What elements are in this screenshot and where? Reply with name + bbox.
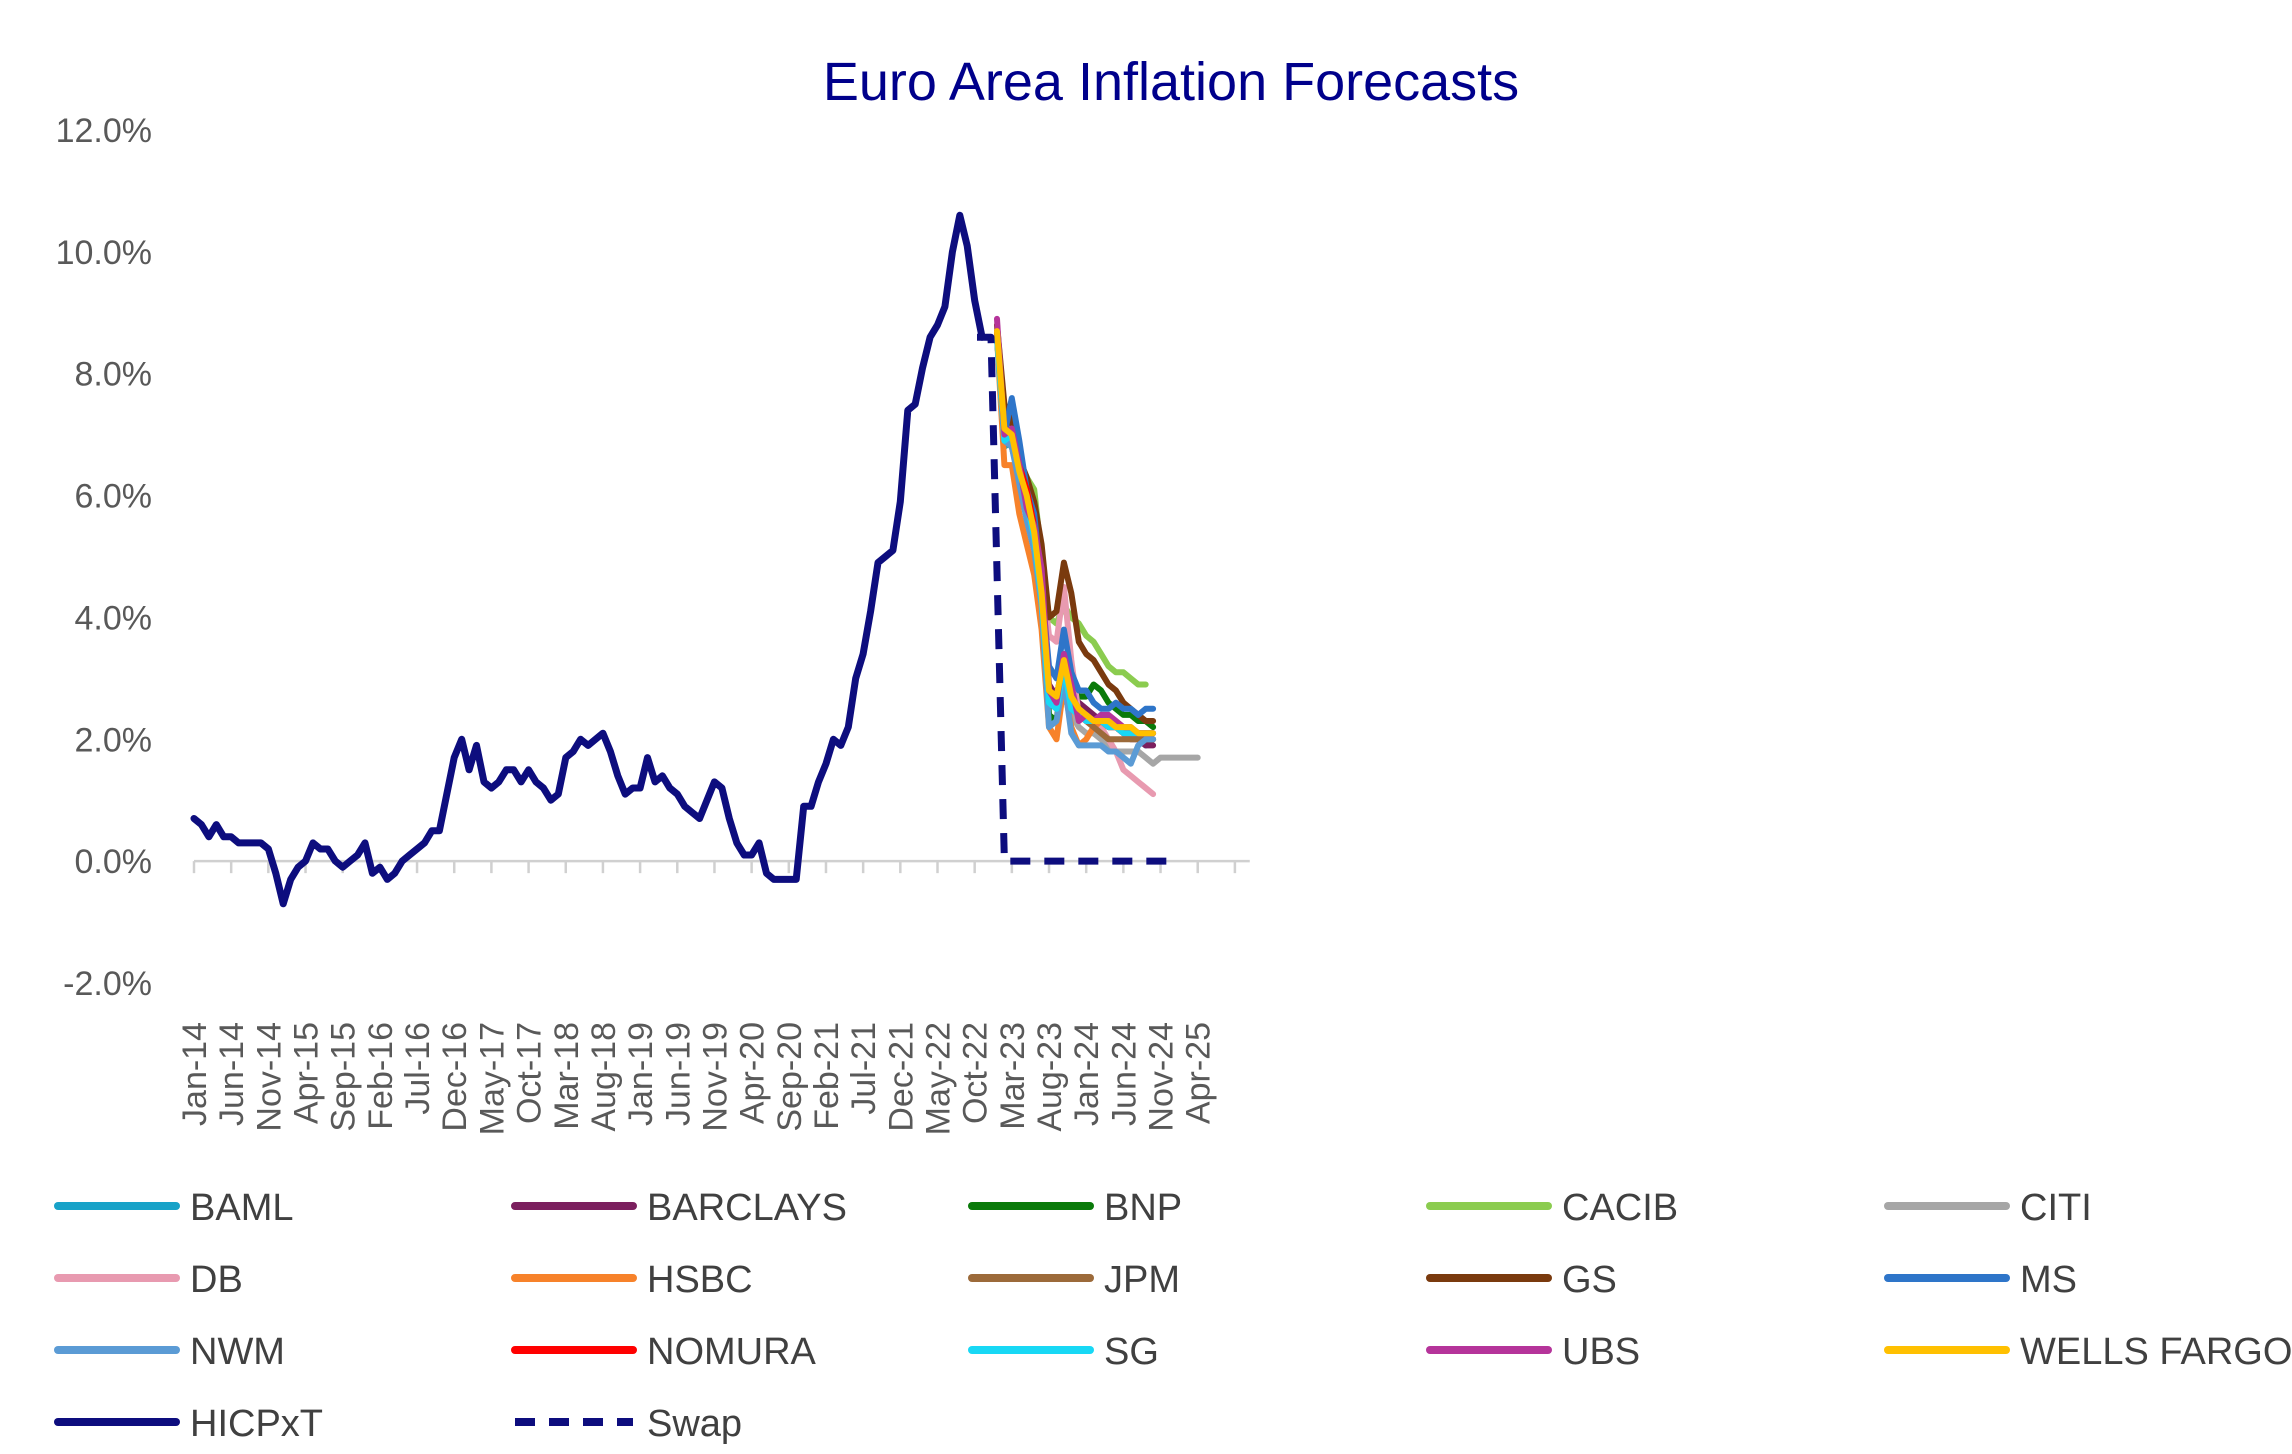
x-tick-label: May-22 (920, 1022, 958, 1135)
legend-label: BNP (1104, 1187, 1182, 1229)
legend-item-wells-fargo: WELLS FARGO (1884, 1331, 2292, 1373)
legend-item-baml: BAML (54, 1187, 293, 1229)
legend-label: NOMURA (647, 1331, 817, 1373)
legend: BAML BARCLAYS BNP CACIB CITI DB HSBC JPM GS MS NWM… (54, 1187, 2292, 1445)
y-tick-label: -2.0% (63, 965, 152, 1003)
x-tick-label: Apr-25 (1180, 1022, 1218, 1124)
x-tick-label: Feb-21 (808, 1022, 846, 1130)
legend-label: GS (1562, 1259, 1617, 1301)
legend-item-nomura: NOMURA (511, 1331, 817, 1373)
x-tick-label: Sep-20 (771, 1022, 809, 1132)
x-tick-label: Nov-14 (250, 1022, 288, 1132)
legend-label: DB (190, 1259, 243, 1301)
y-tick-label: 10.0% (56, 234, 152, 272)
x-tick-label: Aug-18 (585, 1022, 623, 1132)
x-tick-label: Oct-22 (957, 1022, 995, 1124)
legend-label: UBS (1562, 1331, 1640, 1373)
legend-item-hsbc: HSBC (511, 1259, 753, 1301)
x-tick-label: Sep-15 (325, 1022, 363, 1132)
legend-label: MS (2020, 1259, 2077, 1301)
x-tick-label: Jul-16 (399, 1022, 437, 1115)
x-tick-label: Mar-18 (548, 1022, 586, 1130)
x-tick-label: Jun-14 (213, 1022, 251, 1126)
y-tick-label: 12.0% (56, 112, 152, 150)
legend-item-barclays: BARCLAYS (511, 1187, 847, 1229)
x-tick-label: Mar-23 (994, 1022, 1032, 1130)
legend-item-sg: SG (968, 1331, 1159, 1373)
x-tick-label: Nov-19 (696, 1022, 734, 1132)
series-line-wells-fargo (994, 328, 1157, 737)
chart-title: Euro Area Inflation Forecasts (823, 52, 1519, 112)
x-tick-label: Apr-20 (734, 1022, 772, 1124)
legend-item-bnp: BNP (968, 1187, 1182, 1229)
x-tick-label: Jun-19 (659, 1022, 697, 1126)
legend-item-ms: MS (1884, 1259, 2077, 1301)
y-tick-label: 0.0% (75, 843, 153, 881)
legend-item-db: DB (54, 1259, 243, 1301)
series-lines (190, 211, 1201, 908)
legend-item-ubs: UBS (1426, 1331, 1640, 1373)
legend-item-gs: GS (1426, 1259, 1617, 1301)
legend-label: WELLS FARGO (2020, 1331, 2292, 1373)
x-tick-label: Dec-21 (882, 1022, 920, 1132)
x-tick-label: Jan-14 (176, 1022, 214, 1126)
legend-label: BAML (190, 1187, 293, 1229)
y-tick-label: 4.0% (75, 599, 153, 637)
legend-item-nwm: NWM (54, 1331, 285, 1373)
x-tick-label: Aug-23 (1031, 1022, 1069, 1132)
legend-label: CITI (2020, 1187, 2092, 1229)
y-axis: -2.0% 0.0% 2.0% 4.0% 6.0% 8.0% 10.0% 12.0% (56, 112, 152, 1003)
legend-item-cacib: CACIB (1426, 1187, 1678, 1229)
legend-item-swap: Swap (515, 1403, 742, 1445)
x-tick-label: Apr-15 (288, 1022, 326, 1124)
y-tick-label: 6.0% (75, 478, 153, 516)
legend-label: NWM (190, 1331, 285, 1373)
x-tick-label: Jan-19 (622, 1022, 660, 1126)
legend-label: Swap (647, 1403, 742, 1445)
x-tick-label: Feb-16 (362, 1022, 400, 1130)
legend-label: JPM (1104, 1259, 1180, 1301)
x-tick-label: Oct-17 (511, 1022, 549, 1124)
x-axis: Jan-14 Jun-14 Nov-14 Apr-15 Sep-15 Feb-16 Jul-… (176, 859, 1250, 1135)
x-tick-label: Jan-24 (1068, 1022, 1106, 1126)
y-tick-label: 8.0% (75, 356, 153, 394)
legend-item-jpm: JPM (968, 1259, 1180, 1301)
legend-label: CACIB (1562, 1187, 1678, 1229)
x-tick-label: Jul-21 (845, 1022, 883, 1115)
legend-item-citi: CITI (1884, 1187, 2092, 1229)
legend-item-hicpxt: HICPxT (54, 1403, 323, 1445)
legend-label: HSBC (647, 1259, 753, 1301)
legend-label: SG (1104, 1331, 1159, 1373)
series-line-hicpxt (190, 211, 986, 908)
y-tick-label: 2.0% (75, 721, 153, 759)
legend-label: BARCLAYS (647, 1187, 847, 1229)
x-tick-label: Jun-24 (1105, 1022, 1143, 1126)
x-tick-label: May-17 (473, 1022, 511, 1135)
legend-label: HICPxT (190, 1403, 323, 1445)
x-tick-label: Nov-24 (1143, 1022, 1181, 1132)
series-line-swap (977, 333, 1176, 865)
x-tick-label: Dec-16 (436, 1022, 474, 1132)
series-line-ms (994, 334, 1157, 718)
